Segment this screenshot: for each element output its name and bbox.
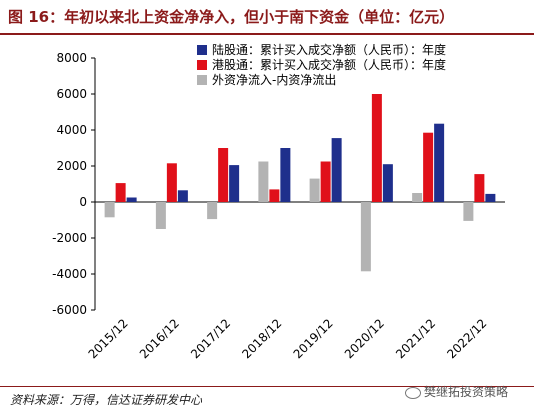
bar-lugutong xyxy=(229,165,240,202)
legend-label: 陆股通：累计买入成交净额（人民币）：年度 xyxy=(212,42,446,57)
title-rule xyxy=(0,33,534,35)
source-note: 资料来源：万得，信达证券研发中心 xyxy=(10,393,203,407)
x-tick-label: 2015/12 xyxy=(86,316,131,361)
bar-lugutong xyxy=(485,193,496,202)
bar-net-flow xyxy=(258,161,269,202)
bar-ganggutong xyxy=(371,94,382,202)
x-tick-label: 2018/12 xyxy=(239,316,284,361)
x-tick-label: 2021/12 xyxy=(393,316,438,361)
x-tick-label: 2022/12 xyxy=(444,316,489,361)
bar-lugutong xyxy=(280,148,291,202)
y-tick-label: 2000 xyxy=(56,159,87,173)
x-tick-label: 2017/12 xyxy=(188,316,233,361)
bar-net-flow xyxy=(309,178,320,202)
watermark-text: 樊继拓投资策略 xyxy=(424,385,509,399)
x-tick-label: 2020/12 xyxy=(342,316,387,361)
x-tick-label: 2016/12 xyxy=(137,316,182,361)
title-bar: 图 16：年初以来北上资金净净入，但小于南下资金（单位：亿元） xyxy=(0,0,534,35)
bar-lugutong xyxy=(126,197,137,202)
bar-net-flow xyxy=(360,202,371,272)
legend-swatch xyxy=(197,45,207,55)
bar-ganggutong xyxy=(423,132,434,202)
bar-lugutong xyxy=(434,123,445,202)
bar-lugutong xyxy=(177,190,188,202)
y-tick-label: 8000 xyxy=(56,51,87,65)
legend-label: 外资净流入-内资净流出 xyxy=(212,73,336,87)
bar-ganggutong xyxy=(269,189,280,202)
legend-swatch xyxy=(197,75,207,85)
wechat-icon xyxy=(405,386,421,399)
y-tick-label: 0 xyxy=(79,195,87,209)
bar-net-flow xyxy=(463,202,474,221)
y-tick-label: -6000 xyxy=(52,303,87,317)
watermark: 樊继拓投资策略 xyxy=(405,383,508,400)
bar-net-flow xyxy=(104,202,115,218)
bar-ganggutong xyxy=(474,174,485,202)
footer-rule xyxy=(0,386,534,387)
bar-ganggutong xyxy=(115,183,126,202)
bar-net-flow xyxy=(207,202,218,220)
bar-net-flow xyxy=(412,193,423,202)
bar-ganggutong xyxy=(218,148,229,202)
y-tick-label: 6000 xyxy=(56,87,87,101)
bar-ganggutong xyxy=(166,163,177,202)
bar-lugutong xyxy=(331,138,342,202)
y-tick-label: -4000 xyxy=(52,267,87,281)
bar-net-flow xyxy=(155,202,166,229)
bar-lugutong xyxy=(382,164,393,202)
bar-ganggutong xyxy=(320,161,331,202)
y-tick-label: -2000 xyxy=(52,231,87,245)
y-tick-label: 4000 xyxy=(56,123,87,137)
legend-label: 港股通：累计买入成交净额（人民币）：年度 xyxy=(212,57,446,72)
x-tick-label: 2019/12 xyxy=(291,316,336,361)
legend-swatch xyxy=(197,60,207,70)
chart-title: 图 16：年初以来北上资金净净入，但小于南下资金（单位：亿元） xyxy=(8,8,455,26)
